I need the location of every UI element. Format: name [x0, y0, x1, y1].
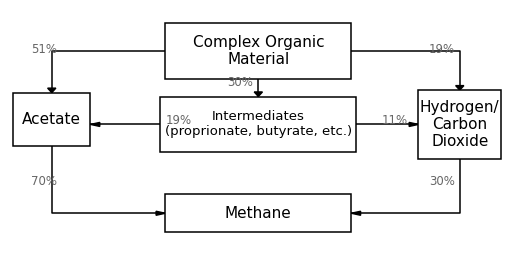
- Bar: [165, 23, 352, 79]
- Bar: [165, 194, 352, 232]
- Text: 19%: 19%: [428, 43, 455, 56]
- Text: Methane: Methane: [225, 206, 292, 221]
- Bar: [160, 97, 356, 152]
- Text: 19%: 19%: [165, 114, 191, 127]
- Text: 30%: 30%: [429, 175, 455, 188]
- Text: Hydrogen/
Carbon
Dioxide: Hydrogen/ Carbon Dioxide: [420, 99, 500, 149]
- Bar: [13, 93, 91, 146]
- Polygon shape: [47, 88, 56, 93]
- Text: 51%: 51%: [31, 43, 57, 56]
- Text: 70%: 70%: [31, 175, 57, 188]
- Polygon shape: [409, 123, 418, 126]
- Text: Intermediates
(proprionate, butyrate, etc.): Intermediates (proprionate, butyrate, et…: [165, 110, 352, 138]
- Text: 30%: 30%: [227, 76, 253, 89]
- Text: 11%: 11%: [382, 114, 408, 127]
- Text: Complex Organic
Material: Complex Organic Material: [192, 35, 324, 67]
- Polygon shape: [456, 85, 464, 90]
- Polygon shape: [352, 211, 360, 215]
- Bar: [418, 90, 501, 159]
- Polygon shape: [156, 211, 165, 215]
- Text: Acetate: Acetate: [22, 112, 81, 127]
- Polygon shape: [254, 92, 262, 97]
- Polygon shape: [91, 123, 100, 126]
